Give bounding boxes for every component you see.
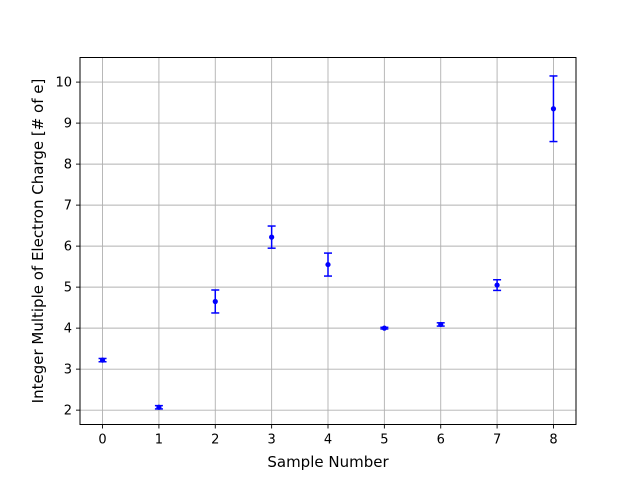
x-axis-label: Sample Number <box>267 453 389 471</box>
x-tick-label: 3 <box>267 433 275 448</box>
x-tick-label: 8 <box>549 433 557 448</box>
data-point <box>99 357 106 363</box>
y-axis-label: Integer Multiple of Electron Charge [# o… <box>29 79 47 404</box>
data-point <box>156 404 162 410</box>
y-tick-label: 2 <box>64 404 72 419</box>
y-tick-label: 9 <box>64 117 72 132</box>
x-tick-label: 4 <box>324 433 332 448</box>
y-tick-label: 5 <box>64 281 72 296</box>
x-axis-ticks: 0 1 2 3 4 5 6 7 8 <box>98 424 558 448</box>
x-tick-label: 0 <box>98 433 106 448</box>
data-point <box>325 261 331 268</box>
x-tick-label: 7 <box>493 433 501 448</box>
data-point <box>381 325 387 331</box>
x-tick-label: 1 <box>155 433 163 448</box>
x-tick-label: 6 <box>437 433 445 448</box>
data-point <box>494 282 500 288</box>
data-point <box>438 321 444 328</box>
y-axis-ticks: 2 3 4 5 6 7 8 9 10 <box>55 76 80 419</box>
data-points <box>99 106 557 410</box>
y-tick-label: 7 <box>64 199 72 214</box>
error-bars <box>98 75 558 410</box>
y-tick-label: 6 <box>64 240 72 255</box>
data-point <box>550 106 557 112</box>
y-tick-label: 3 <box>64 363 72 378</box>
y-tick-label: 4 <box>64 322 72 337</box>
y-tick-label: 8 <box>64 158 72 173</box>
y-tick-label: 10 <box>55 76 72 91</box>
x-tick-label: 2 <box>211 433 219 448</box>
plot-frame <box>79 57 577 425</box>
x-tick-label: 5 <box>380 433 388 448</box>
data-point <box>269 234 275 240</box>
data-point <box>212 298 218 305</box>
